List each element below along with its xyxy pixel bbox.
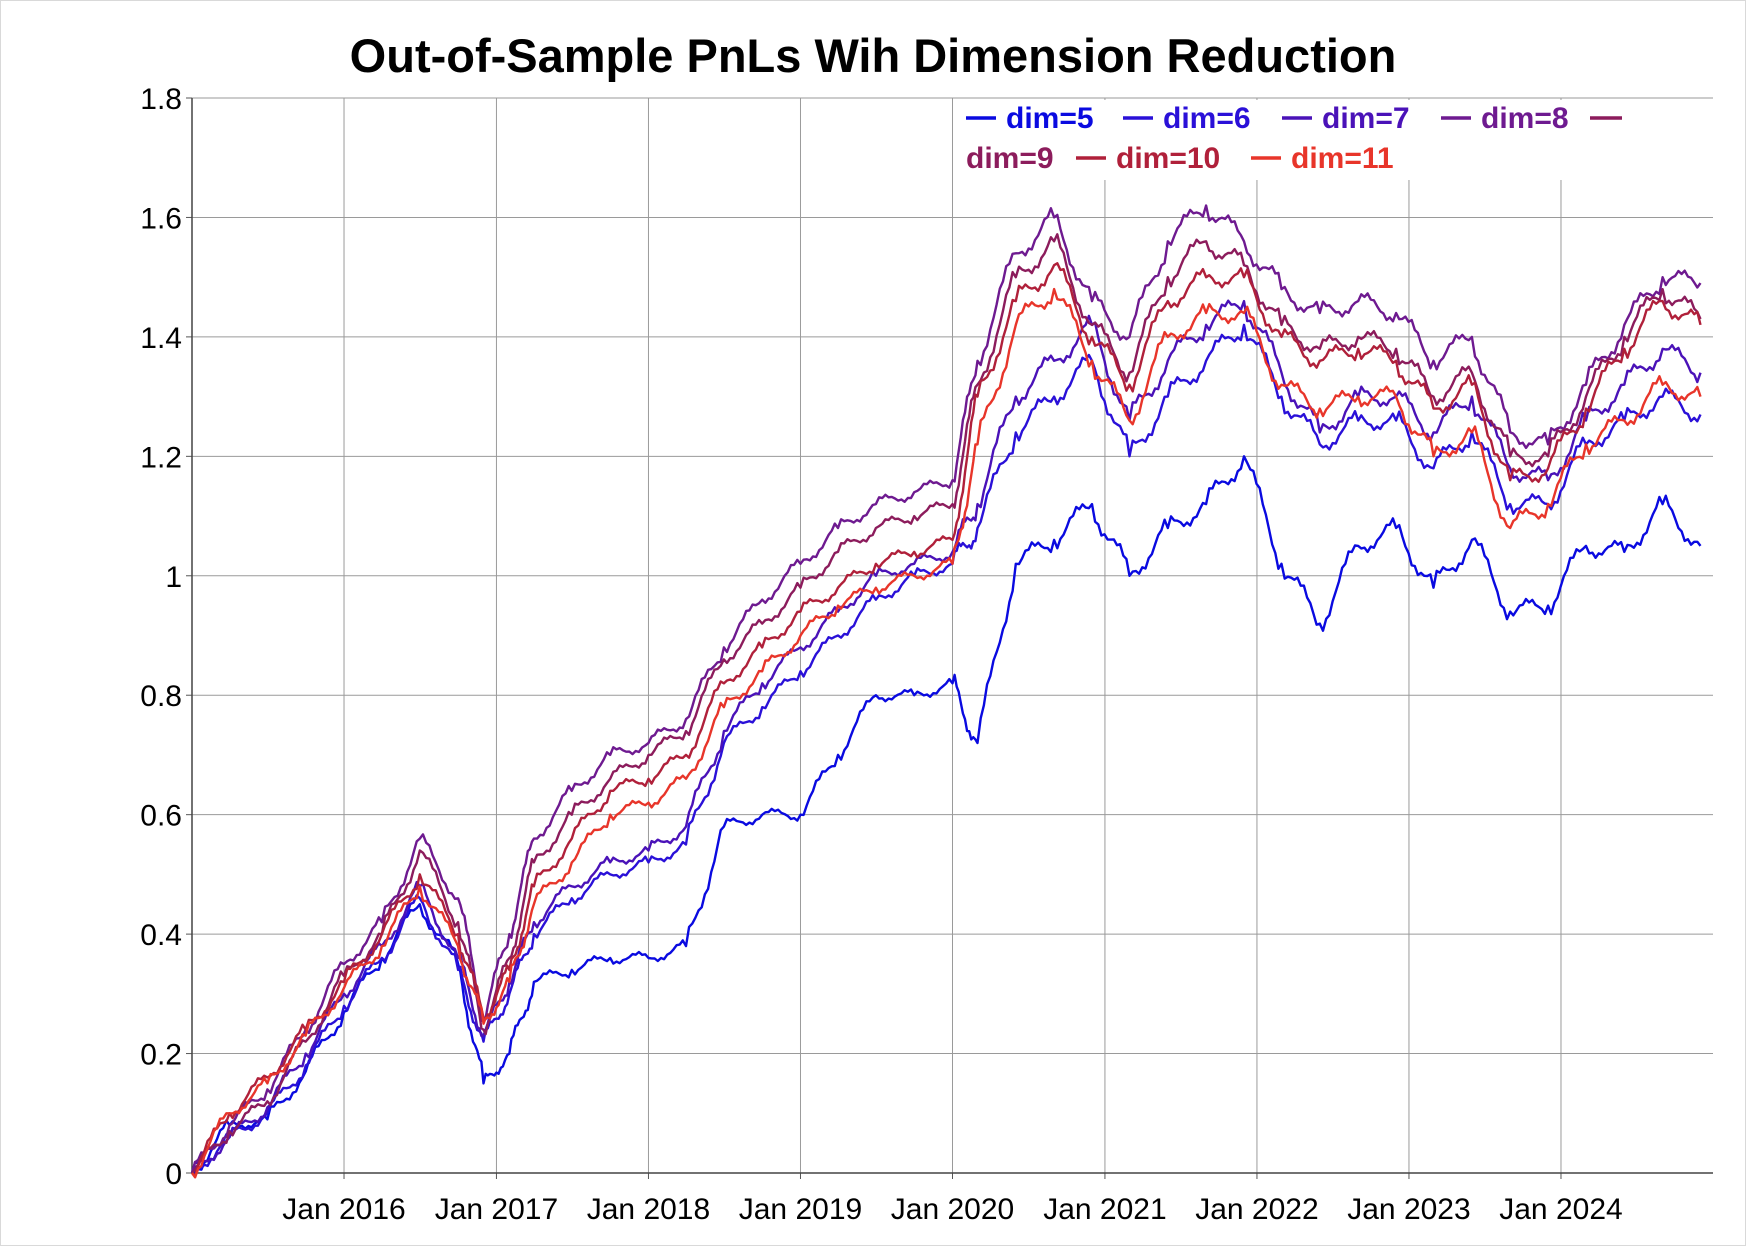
y-tick-label: 1 — [165, 561, 182, 594]
x-tick-label: Jan 2021 — [1043, 1193, 1166, 1226]
legend-label: dim=5 — [1006, 102, 1094, 135]
y-tick-label: 0.8 — [140, 680, 182, 713]
series-line-dim-6 — [190, 323, 1702, 1174]
y-tick-label: 0.4 — [140, 919, 182, 952]
legend-label: dim=10 — [1116, 142, 1220, 175]
y-tick-label: 1.6 — [140, 202, 182, 235]
x-tick-label: Jan 2018 — [587, 1193, 710, 1226]
y-tick-label: 0.6 — [140, 800, 182, 833]
legend-label: dim=8 — [1481, 102, 1569, 135]
x-axis-ticks: Jan 2016 Jan 2017 Jan 2018 Jan 2019 Jan 2020… — [282, 1193, 1622, 1226]
legend-label: dim=9 — [966, 142, 1054, 175]
y-tick-label: 0.2 — [140, 1039, 182, 1072]
series-line-dim-8 — [190, 204, 1702, 1174]
series-line-dim-9 — [191, 233, 1702, 1174]
chart-title: Out-of-Sample PnLs Wih Dimension Reducti… — [350, 29, 1397, 82]
x-tick-label: Jan 2023 — [1347, 1193, 1470, 1226]
grid-lines — [192, 97, 1713, 1174]
legend: dim=5 dim=6 dim=7 dim=8 dim=9 dim=10 dim=11 — [960, 100, 1713, 180]
y-tick-label: 0 — [165, 1158, 182, 1191]
y-tick-label: 1.4 — [140, 322, 182, 355]
x-tick-label: Jan 2017 — [435, 1193, 558, 1226]
x-tick-label: Jan 2022 — [1195, 1193, 1318, 1226]
x-tick-label: Jan 2024 — [1499, 1193, 1622, 1226]
x-tick-label: Jan 2019 — [739, 1193, 862, 1226]
legend-label: dim=6 — [1163, 102, 1251, 135]
legend-background — [960, 100, 1713, 180]
legend-label: dim=7 — [1322, 102, 1410, 135]
series-line-dim-10 — [191, 262, 1702, 1177]
series-lines — [190, 204, 1702, 1179]
x-tick-label: Jan 2020 — [891, 1193, 1014, 1226]
series-line-dim-7 — [190, 299, 1702, 1174]
axes — [186, 97, 1713, 1179]
y-axis-ticks: 0 0.2 0.4 0.6 0.8 1 1.2 1.4 1.6 1.8 — [140, 83, 182, 1191]
x-tick-label: Jan 2016 — [282, 1193, 405, 1226]
series-line-dim-11 — [191, 287, 1702, 1179]
y-tick-label: 1.8 — [140, 83, 182, 116]
y-tick-label: 1.2 — [140, 441, 182, 474]
legend-label: dim=11 — [1291, 142, 1394, 175]
